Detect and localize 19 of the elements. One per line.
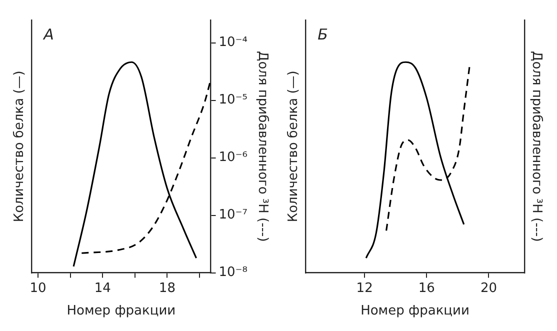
y2-tick-label: 10⁻⁴ bbox=[218, 35, 248, 50]
y2-tick-label: 10⁻⁸ bbox=[218, 265, 248, 280]
x-axis-title: Номер фракции bbox=[66, 304, 176, 319]
chart-title: A bbox=[42, 25, 54, 44]
y2-tick-label: 10⁻⁷ bbox=[218, 208, 248, 223]
x-tick-label: 10 bbox=[30, 280, 46, 296]
chart-title: Б bbox=[318, 25, 328, 44]
y2-axis-title: Доля прибавленного ³H (---) bbox=[528, 51, 544, 242]
x-tick-label: 16 bbox=[418, 280, 435, 296]
x-tick-label: 12 bbox=[356, 280, 373, 296]
x-tick-label: 20 bbox=[480, 280, 497, 296]
x-tick-label: 18 bbox=[158, 280, 176, 296]
y2-axis-title: Доля прибавленного ³H (---) bbox=[254, 51, 270, 242]
x-axis-title: Номер фракции bbox=[360, 304, 470, 319]
y-axis-title: Количество белка (—) bbox=[12, 70, 28, 222]
y2-tick-label: 10⁻⁶ bbox=[218, 150, 248, 166]
x-tick-label: 14 bbox=[94, 280, 111, 296]
y-axis-title: Количество белка (—) bbox=[286, 70, 302, 222]
y2-tick-label: 10⁻⁵ bbox=[218, 92, 248, 108]
